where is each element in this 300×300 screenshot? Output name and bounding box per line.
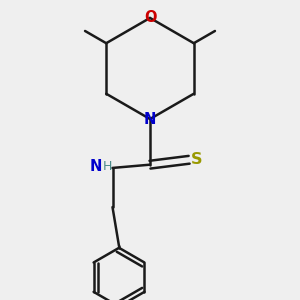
Text: N: N	[89, 159, 102, 174]
Text: H: H	[103, 160, 112, 173]
Text: N: N	[144, 112, 156, 127]
Text: O: O	[144, 11, 156, 26]
Text: S: S	[190, 152, 202, 167]
